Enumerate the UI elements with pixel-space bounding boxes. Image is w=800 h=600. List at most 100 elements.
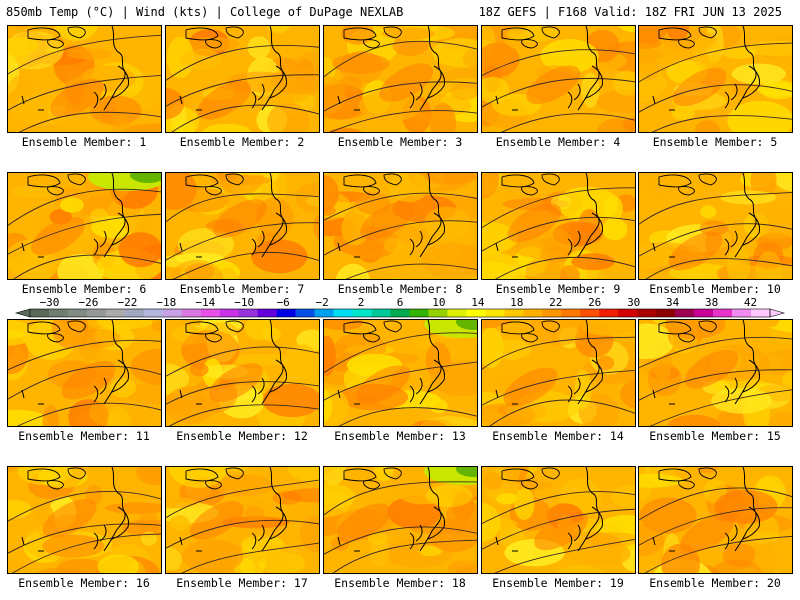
ensemble-member-map-10 <box>638 172 793 280</box>
colorbar-tick-label: 6 <box>397 296 404 309</box>
colorbar-swatch <box>675 309 695 317</box>
ensemble-member-label: Ensemble Member: 15 <box>649 429 781 443</box>
ensemble-member-label: Ensemble Member: 2 <box>179 135 305 149</box>
colorbar-swatch <box>751 309 771 317</box>
colorbar-swatch <box>238 309 258 317</box>
colorbar-swatch <box>314 309 334 317</box>
colorbar-swatch <box>276 309 296 317</box>
ensemble-member-map-16 <box>7 466 162 574</box>
colorbar-tick-label: 14 <box>471 296 485 309</box>
colorbar-swatch <box>48 309 69 317</box>
colorbar-swatch <box>219 309 240 317</box>
map-title: 850mb Temp (°C) | Wind (kts) | College o… <box>6 5 404 19</box>
model-run-valid-time: 18Z GEFS | F168 Valid: 18Z FRI JUN 13 20… <box>478 5 782 19</box>
colorbar-tick-label: 42 <box>744 296 757 309</box>
colorbar-swatch <box>713 309 733 317</box>
colorbar-tick-label: 26 <box>588 296 601 309</box>
ensemble-member-label: Ensemble Member: 14 <box>492 429 624 443</box>
ensemble-member-map-9 <box>481 172 636 280</box>
ensemble-member-label: Ensemble Member: 6 <box>21 282 147 296</box>
colorbar-swatch <box>181 309 202 317</box>
colorbar-swatch <box>694 309 714 317</box>
ensemble-member-map-14 <box>481 319 636 427</box>
colorbar-swatch <box>580 309 600 317</box>
colorbar-swatch <box>257 309 277 317</box>
colorbar-tick-label: 10 <box>432 296 445 309</box>
ensemble-member-map-12 <box>165 319 320 427</box>
colorbar-tick-label: −14 <box>195 296 215 309</box>
colorbar-swatch <box>143 309 164 317</box>
colorbar-arrow-high <box>769 308 786 318</box>
colorbar-tick-label: 18 <box>510 296 523 309</box>
colorbar-swatch <box>428 309 448 317</box>
ensemble-member-map-13 <box>323 319 478 427</box>
ensemble-member-map-7 <box>165 172 320 280</box>
colorbar-tick-label: 2 <box>358 296 365 309</box>
colorbar-swatch <box>542 309 562 317</box>
ensemble-member-label: Ensemble Member: 13 <box>334 429 466 443</box>
ensemble-member-map-6 <box>7 172 162 280</box>
colorbar-swatch <box>390 309 410 317</box>
colorbar-tick-label: 22 <box>549 296 562 309</box>
colorbar-swatch <box>200 309 221 317</box>
ensemble-member-label: Ensemble Member: 8 <box>337 282 463 296</box>
ensemble-member-map-15 <box>638 319 793 427</box>
colorbar-swatch <box>86 309 107 317</box>
colorbar-tick-label: −30 <box>40 296 60 309</box>
colorbar-tick-label: 30 <box>627 296 640 309</box>
ensemble-member-map-19 <box>481 466 636 574</box>
colorbar-swatch <box>447 309 467 317</box>
ensemble-member-label: Ensemble Member: 11 <box>18 429 150 443</box>
colorbar-tick-label: −10 <box>234 296 254 309</box>
colorbar-swatch <box>124 309 145 317</box>
ensemble-member-map-3 <box>323 25 478 133</box>
colorbar-tick-label: −26 <box>78 296 98 309</box>
colorbar-swatch <box>485 309 505 317</box>
colorbar-swatch <box>352 309 372 317</box>
colorbar-tick-label: −18 <box>156 296 176 309</box>
ensemble-member-map-11 <box>7 319 162 427</box>
ensemble-member-label: Ensemble Member: 1 <box>21 135 147 149</box>
colorbar-swatch <box>466 309 486 317</box>
colorbar-swatch <box>295 309 315 317</box>
ensemble-member-map-17 <box>165 466 320 574</box>
colorbar-swatch <box>561 309 581 317</box>
colorbar-tick-label: 38 <box>705 296 718 309</box>
ensemble-member-map-4 <box>481 25 636 133</box>
colorbar-tick-label: 34 <box>666 296 680 309</box>
colorbar-swatch <box>162 309 183 317</box>
colorbar-swatch <box>656 309 676 317</box>
ensemble-member-label: Ensemble Member: 7 <box>179 282 305 296</box>
colorbar-tick-label: −6 <box>277 296 290 309</box>
ensemble-member-label: Ensemble Member: 12 <box>176 429 308 443</box>
colorbar-arrow-low <box>14 308 31 318</box>
colorbar-swatch <box>67 309 88 317</box>
colorbar-swatch <box>599 309 619 317</box>
colorbar-swatch <box>618 309 638 317</box>
colorbar-swatch <box>30 309 50 317</box>
colorbar-swatch <box>409 309 429 317</box>
ensemble-member-label: Ensemble Member: 16 <box>18 576 150 590</box>
temperature-colorbar: −30 −26 −22 −18 −14 −10 −6 −2 2 6 10 14 18 22 26 30 34 38… <box>14 296 786 318</box>
ensemble-member-label: Ensemble Member: 19 <box>492 576 624 590</box>
ensemble-member-label: Ensemble Member: 20 <box>649 576 781 590</box>
ensemble-member-map-20 <box>638 466 793 574</box>
ensemble-member-label: Ensemble Member: 3 <box>337 135 463 149</box>
colorbar-swatch <box>637 309 657 317</box>
ensemble-member-map-5 <box>638 25 793 133</box>
colorbar-tick-label: −2 <box>315 296 328 309</box>
ensemble-member-map-2 <box>165 25 320 133</box>
ensemble-member-label: Ensemble Member: 4 <box>495 135 621 149</box>
ensemble-member-map-1 <box>7 25 162 133</box>
colorbar-swatch <box>105 309 126 317</box>
ensemble-member-map-8 <box>323 172 478 280</box>
ensemble-member-map-18 <box>323 466 478 574</box>
colorbar-swatch <box>333 309 353 317</box>
ensemble-member-label: Ensemble Member: 5 <box>652 135 778 149</box>
colorbar-swatch <box>504 309 524 317</box>
ensemble-member-label: Ensemble Member: 18 <box>334 576 466 590</box>
colorbar-swatch <box>371 309 391 317</box>
ensemble-member-label: Ensemble Member: 9 <box>495 282 621 296</box>
ensemble-member-label: Ensemble Member: 10 <box>649 282 781 296</box>
ensemble-member-label: Ensemble Member: 17 <box>176 576 308 590</box>
